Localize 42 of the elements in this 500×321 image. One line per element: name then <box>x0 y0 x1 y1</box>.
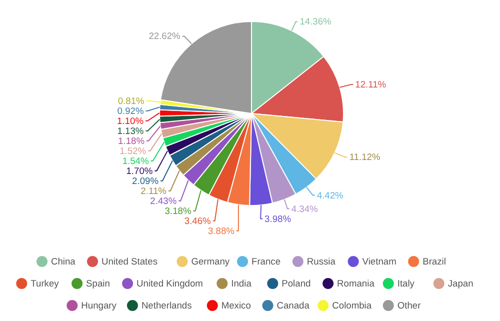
legend-label: Mexico <box>221 300 251 310</box>
data-label: 2.09% <box>132 176 158 186</box>
data-label: 0.92% <box>117 106 144 116</box>
legend-label: Italy <box>397 278 415 288</box>
data-label: 1.54% <box>122 156 149 166</box>
legend-label: Netherlands <box>141 300 192 310</box>
legend-label: United Kingdom <box>136 278 204 288</box>
data-label: 22.62% <box>148 31 180 42</box>
data-label: 1.10% <box>117 116 144 126</box>
data-label: 1.13% <box>117 126 144 136</box>
legend-label: India <box>231 278 252 288</box>
legend-label: Hungary <box>81 300 117 310</box>
legend-label: Russia <box>306 256 336 266</box>
data-label: 3.88% <box>208 226 234 236</box>
legend-label: France <box>252 256 281 266</box>
legend-label: United States <box>102 256 158 266</box>
data-label: 12.11% <box>355 80 386 90</box>
legend-label: China <box>51 256 76 266</box>
legend-label: Brazil <box>422 256 446 266</box>
data-label: 3.18% <box>164 206 192 216</box>
legend-label: Canada <box>276 300 310 310</box>
data-label: 0.81% <box>118 96 144 106</box>
legend-label: Colombia <box>332 300 372 310</box>
data-label: 4.34% <box>291 204 318 214</box>
data-label: 14.36% <box>300 16 332 27</box>
legend-label: Germany <box>191 256 230 266</box>
data-label: 2.11% <box>140 186 166 196</box>
data-label: 2.43% <box>150 196 177 206</box>
data-label: 11.12% <box>349 152 380 162</box>
data-label: 1.52% <box>120 146 146 156</box>
legend-label: Poland <box>282 278 311 288</box>
legend-label: Romania <box>337 278 376 288</box>
data-label: 3.46% <box>184 216 211 226</box>
data-label: 1.18% <box>118 136 144 146</box>
legend-label: Vietnam <box>362 256 397 266</box>
data-label: 3.98% <box>264 214 291 224</box>
legend-label: Spain <box>86 278 110 288</box>
legend-label: Japan <box>448 278 474 288</box>
data-label: 4.42% <box>316 190 344 200</box>
legend-label: Other <box>397 300 421 310</box>
legend-label: Turkey <box>30 278 60 288</box>
data-label: 1.70% <box>126 166 153 176</box>
